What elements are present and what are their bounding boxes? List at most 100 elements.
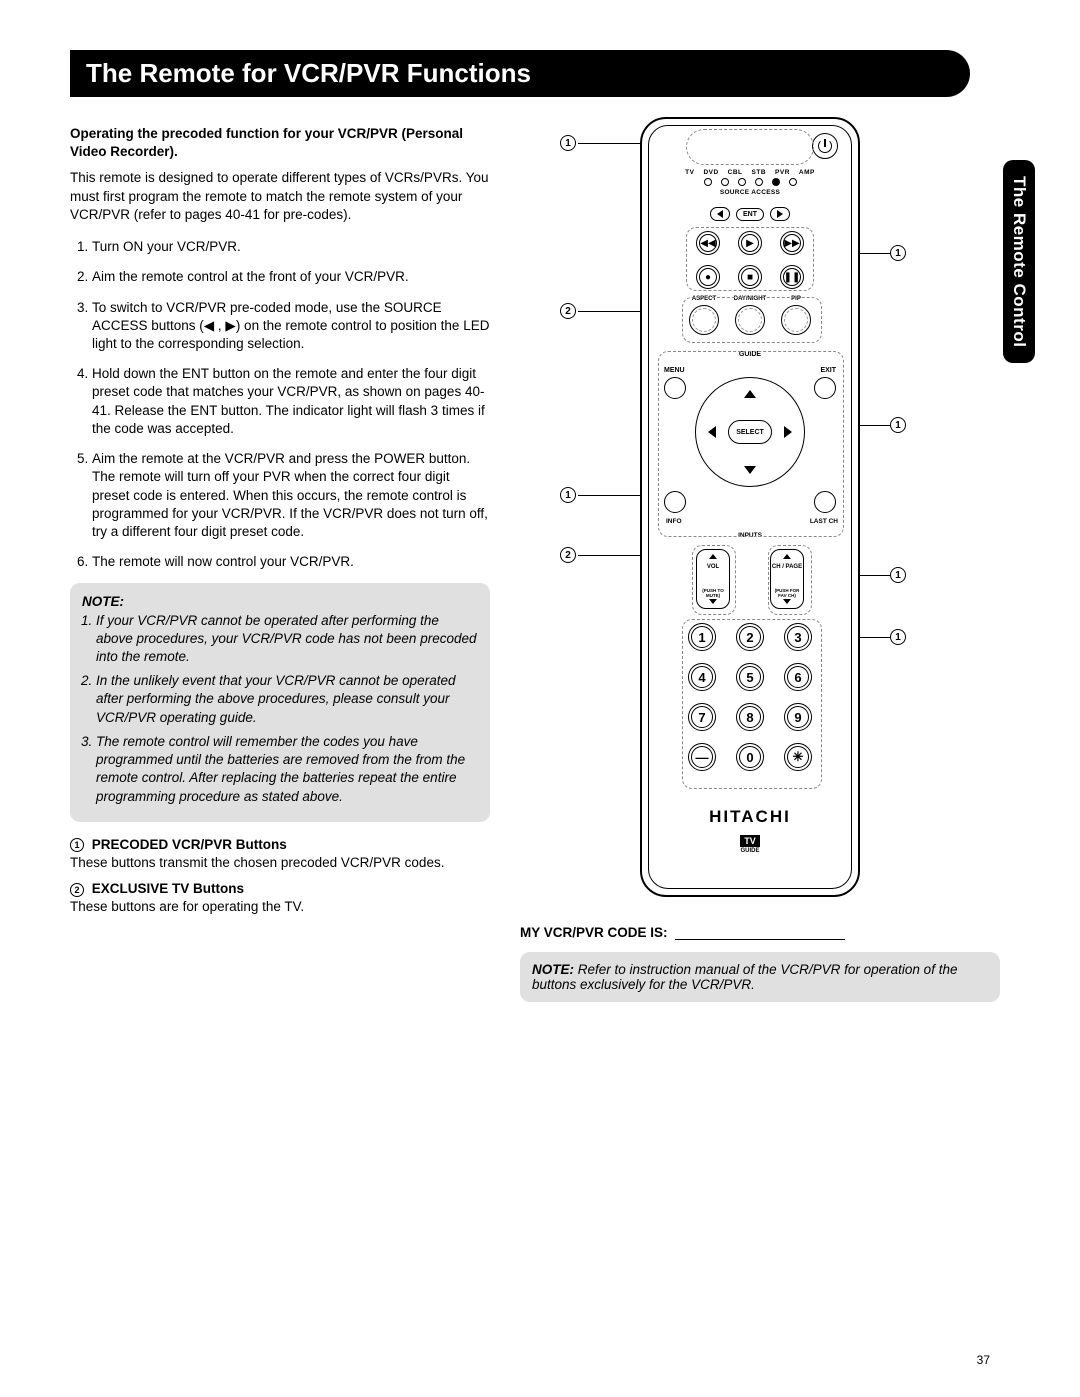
left-column: Operating the precoded function for your…	[70, 117, 490, 1002]
mode-buttons: ASPECT DAY/NIGHT PIP	[642, 305, 858, 335]
num-2: 2	[736, 623, 764, 651]
pip-button: PIP	[781, 305, 811, 335]
tvguide-sub: GUIDE	[740, 848, 760, 854]
page-number: 37	[977, 1353, 990, 1367]
step-item: Hold down the ENT button on the remote a…	[92, 365, 490, 438]
note-box: NOTE: If your VCR/PVR cannot be operated…	[70, 583, 490, 821]
note-box-2: NOTE: Refer to instruction manual of the…	[520, 952, 1000, 1002]
channel-rocker: CH / PAGE (PUSH FOR FAV CH)	[770, 549, 804, 609]
left-arrow-button	[710, 207, 730, 221]
inputs-label: INPUTS	[738, 532, 762, 539]
code-underline	[675, 939, 845, 940]
callout-1: 1	[890, 567, 906, 583]
lastch-button	[814, 491, 836, 513]
stop-icon: ■	[738, 265, 762, 289]
code-line: MY VCR/PVR CODE IS:	[520, 925, 1000, 940]
intro-text: This remote is designed to operate diffe…	[70, 169, 490, 224]
callout-1: 1	[890, 245, 906, 261]
callout-1: 1	[560, 135, 576, 151]
rocker-row: VOL (PUSH TO MUTE) CH / PAGE (PUSH FOR F…	[642, 549, 858, 609]
led-icon	[721, 178, 729, 186]
note2-text: Refer to instruction manual of the VCR/P…	[532, 962, 957, 992]
steps-list: Turn ON your VCR/PVR. Aim the remote con…	[70, 238, 490, 571]
num-4: 4	[688, 663, 716, 691]
callout-1: 1	[890, 417, 906, 433]
step-item: Aim the remote control at the front of y…	[92, 268, 490, 286]
num-9: 9	[784, 703, 812, 731]
down-arrow-icon	[744, 466, 756, 474]
def1-title: PRECODED VCR/PVR Buttons	[92, 837, 287, 852]
led-icon	[789, 178, 797, 186]
transport-buttons: ◀◀ ▶ ▶▶ ● ■ ❚❚	[642, 231, 858, 289]
callout-line	[578, 311, 648, 312]
info-button	[664, 491, 686, 513]
fastfwd-icon: ▶▶	[780, 231, 804, 255]
src-label: TV	[685, 169, 694, 176]
source-row: TV DVD CBL STB PVR AMP	[642, 169, 858, 196]
src-label: AMP	[799, 169, 815, 176]
dpad: SELECT	[695, 377, 805, 487]
aspect-button: ASPECT	[689, 305, 719, 335]
nav-area: GUIDE MENU EXIT SELECT	[642, 351, 858, 521]
power-button-icon	[812, 133, 838, 159]
def2-title: EXCLUSIVE TV Buttons	[92, 881, 244, 896]
step-item: The remote will now control your VCR/PVR…	[92, 553, 490, 571]
brand-name: HITACHI	[642, 807, 858, 827]
tvguide-icon: TV	[740, 835, 760, 847]
right-column: 1 2 1 2 1 1 1 1	[520, 117, 1000, 1002]
num-3: 3	[784, 623, 812, 651]
src-label: STB	[752, 169, 767, 176]
rewind-icon: ◀◀	[696, 231, 720, 255]
ent-button: ENT	[736, 208, 764, 221]
note-item: The remote control will remember the cod…	[96, 733, 478, 806]
num-star: ✳	[784, 743, 812, 771]
ent-row: ENT	[642, 207, 858, 221]
callout-2: 2	[560, 303, 576, 319]
num-0: 0	[736, 743, 764, 771]
remote-diagram: 1 2 1 2 1 1 1 1	[560, 117, 980, 907]
lastch-label: LAST CH	[810, 518, 838, 525]
circled-1-icon: 1	[70, 838, 84, 852]
note-label: NOTE:	[532, 962, 574, 977]
num-1: 1	[688, 623, 716, 651]
exit-label: EXIT	[820, 367, 836, 374]
src-label: CBL	[728, 169, 743, 176]
led-icon	[704, 178, 712, 186]
up-arrow-icon	[744, 390, 756, 398]
note-item: In the unlikely event that your VCR/PVR …	[96, 672, 478, 727]
menu-label: MENU	[664, 367, 685, 374]
definition-1: 1 PRECODED VCR/PVR Buttons These buttons…	[70, 836, 490, 872]
number-pad: 1 2 3 4 5 6 7 8 9 — 0 ✳	[642, 623, 858, 771]
step-item: Aim the remote at the VCR/PVR and press …	[92, 450, 490, 541]
num-7: 7	[688, 703, 716, 731]
src-label: PVR	[775, 169, 790, 176]
num-5: 5	[736, 663, 764, 691]
left-arrow-icon	[708, 426, 716, 438]
note-item: If your VCR/PVR cannot be operated after…	[96, 612, 478, 667]
code-label: MY VCR/PVR CODE IS:	[520, 925, 668, 940]
side-tab: The Remote Control	[1003, 160, 1035, 363]
src-label: DVD	[703, 169, 718, 176]
num-dash: —	[688, 743, 716, 771]
info-label: INFO	[666, 518, 682, 525]
play-icon: ▶	[738, 231, 762, 255]
def2-text: These buttons are for operating the TV.	[70, 899, 304, 914]
pause-icon: ❚❚	[780, 265, 804, 289]
led-icon	[755, 178, 763, 186]
right-arrow-button	[770, 207, 790, 221]
daynight-button: DAY/NIGHT	[735, 305, 765, 335]
exit-button	[814, 377, 836, 399]
definition-2: 2 EXCLUSIVE TV Buttons These buttons are…	[70, 880, 490, 916]
page-title: The Remote for VCR/PVR Functions	[70, 50, 970, 97]
step-item: Turn ON your VCR/PVR.	[92, 238, 490, 256]
circled-2-icon: 2	[70, 883, 84, 897]
intro-heading: Operating the precoded function for your…	[70, 125, 490, 161]
menu-button	[664, 377, 686, 399]
callout-2: 2	[560, 547, 576, 563]
callout-1: 1	[890, 629, 906, 645]
note-label: NOTE:	[82, 594, 124, 609]
select-button: SELECT	[728, 420, 772, 444]
volume-rocker: VOL (PUSH TO MUTE)	[696, 549, 730, 609]
callout-1: 1	[560, 487, 576, 503]
num-8: 8	[736, 703, 764, 731]
